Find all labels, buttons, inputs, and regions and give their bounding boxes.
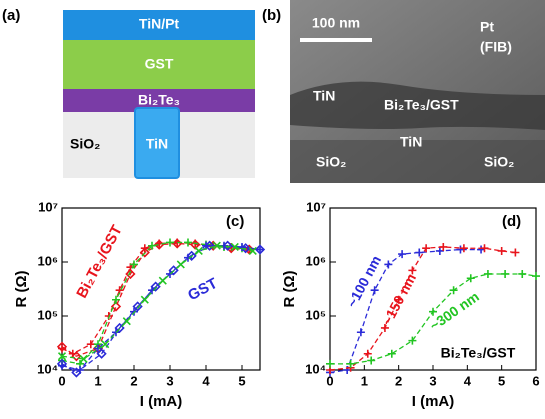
image-label: SiO₂	[484, 154, 514, 170]
annotation: ~100 nm	[344, 253, 385, 310]
panel-label: (b)	[262, 7, 281, 24]
y-tick-label: 10⁵	[37, 307, 58, 322]
x-tick-label: 5	[498, 373, 505, 388]
x-tick-label: 4	[464, 373, 472, 388]
data-point	[388, 350, 396, 358]
layer-label: SiO₂	[70, 136, 100, 152]
panel-label: (d)	[502, 213, 521, 230]
x-tick-label: 3	[166, 373, 173, 388]
x-tick-label: 0	[58, 373, 65, 388]
x-tick-label: 4	[202, 373, 210, 388]
data-point	[532, 272, 540, 280]
data-point	[384, 260, 392, 268]
x-axis-label: I (mA)	[140, 393, 183, 410]
x-axis-label: I (mA)	[412, 393, 455, 410]
data-point	[112, 296, 120, 304]
image-label: (FIB)	[480, 39, 512, 55]
x-tick-label: 3	[429, 373, 436, 388]
y-tick-label: 10⁷	[306, 199, 326, 214]
y-tick-label: 10⁶	[38, 253, 58, 268]
y-tick-label: 10⁷	[38, 199, 58, 214]
data-point	[467, 274, 475, 282]
annotation: Bi₂Te₃/GST	[441, 345, 516, 361]
data-point	[87, 340, 95, 348]
series-line	[62, 242, 242, 363]
data-point	[141, 296, 148, 303]
data-point	[498, 247, 506, 255]
panel-label: (a)	[2, 7, 20, 24]
layer-label: GST	[145, 56, 174, 72]
x-tick-label: 1	[94, 373, 101, 388]
data-point	[511, 248, 519, 256]
data-point	[422, 244, 430, 252]
y-tick-label: 10⁶	[306, 253, 326, 268]
figure: (a) TiN/Pt GST Bi₂Te₃ SiO₂ TiN (b) 100 n…	[0, 0, 545, 419]
annotation: GST	[185, 275, 220, 304]
x-tick-label: 1	[361, 373, 368, 388]
x-tick-label: 6	[532, 373, 539, 388]
x-tick-label: 5	[238, 373, 245, 388]
data-point	[357, 328, 365, 336]
x-tick-label: 2	[395, 373, 402, 388]
y-axis-label: R (Ω)	[13, 270, 30, 307]
annotation: ~150 nm	[379, 271, 420, 328]
x-tick-label: 2	[130, 373, 137, 388]
panel-label: (c)	[226, 213, 244, 230]
data-point	[408, 337, 416, 345]
y-tick-label: 10⁵	[305, 307, 326, 322]
data-point	[159, 277, 166, 284]
data-point	[326, 360, 334, 368]
image-label: TiN	[400, 134, 422, 150]
image-label: TiN	[313, 88, 335, 104]
data-point	[177, 261, 184, 268]
layer-label: TiN	[146, 136, 168, 152]
layer-label: Bi₂Te₃	[138, 92, 180, 108]
image-label: SiO₂	[316, 154, 346, 170]
series-line	[62, 242, 249, 353]
y-tick-label: 10⁴	[305, 361, 326, 376]
data-point	[484, 270, 492, 278]
annotation: Bi₂Te₃/GST	[73, 222, 126, 301]
data-point	[518, 270, 526, 278]
scale-label: 100 nm	[312, 15, 360, 31]
layer-label: TiN/Pt	[139, 16, 180, 32]
data-point	[166, 238, 174, 246]
data-point	[501, 270, 509, 278]
y-tick-label: 10⁴	[37, 361, 58, 376]
image-label: Bi₂Te₃/GST	[384, 97, 459, 113]
y-axis-label: R (Ω)	[281, 270, 298, 307]
image-label: Pt	[480, 19, 494, 35]
data-point	[371, 286, 379, 294]
